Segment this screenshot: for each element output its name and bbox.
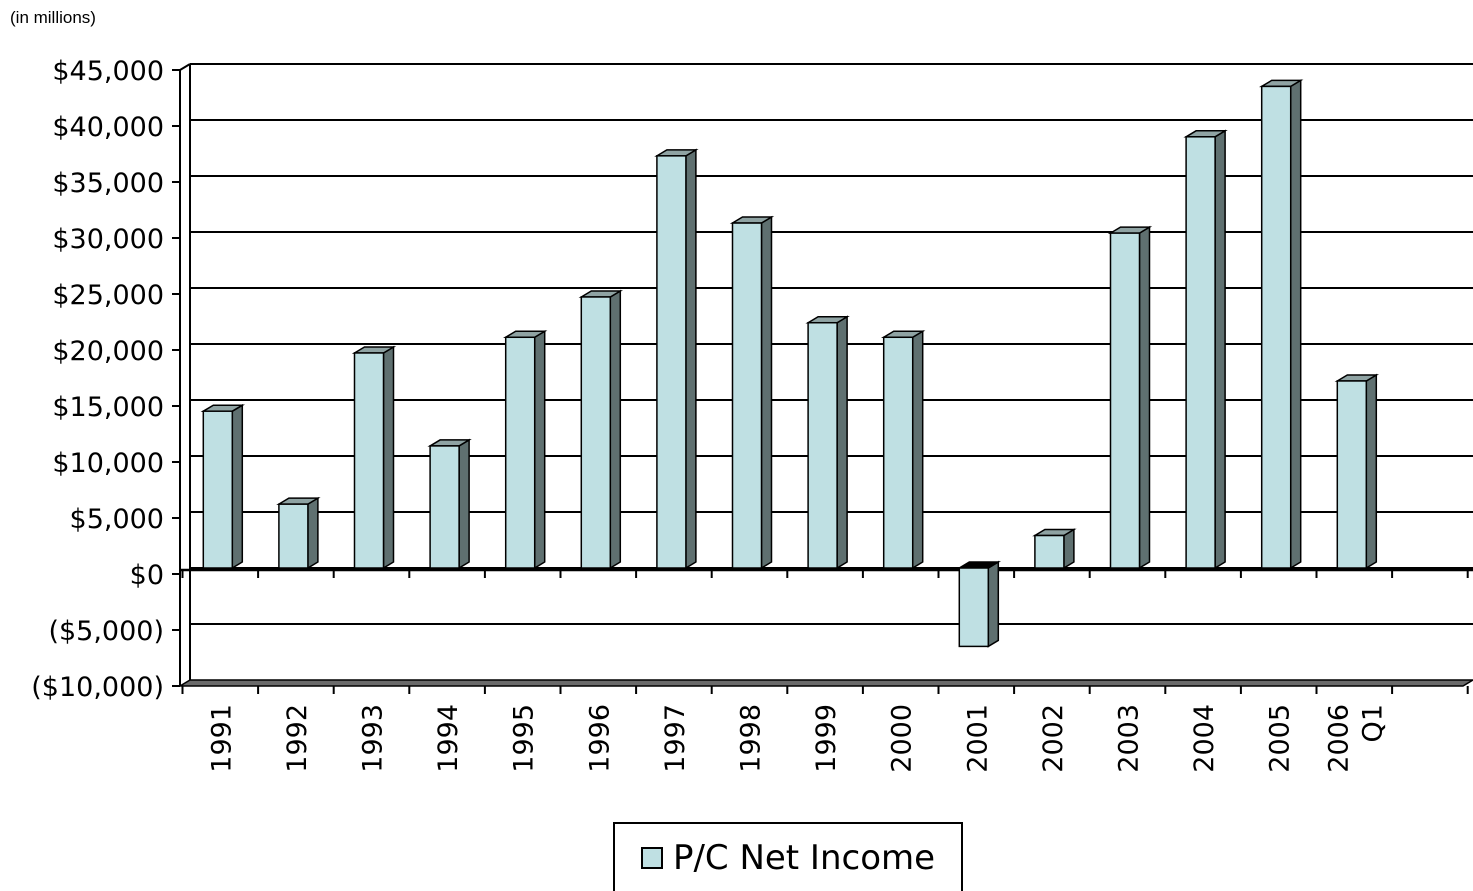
y-tick-label: $35,000: [52, 168, 164, 199]
y-tick-label: $30,000: [52, 224, 164, 255]
bar: [731, 222, 763, 569]
y-tick-label: $20,000: [52, 336, 164, 367]
bar-side: [231, 403, 244, 570]
legend-swatch: [640, 846, 663, 869]
y-tick-label: $45,000: [52, 56, 164, 87]
bar-side: [307, 496, 319, 570]
x-tick-label: Q1: [1357, 704, 1388, 742]
y-tick-label: $25,000: [52, 280, 164, 311]
bar: [1109, 232, 1141, 569]
bar-side: [458, 438, 470, 570]
bar-side: [685, 148, 697, 570]
x-tick-label: 2004: [1189, 704, 1220, 773]
bar: [202, 410, 234, 569]
x-tick-label: 2001: [962, 704, 993, 773]
bar-side: [760, 215, 773, 570]
bar-side: [533, 329, 546, 570]
x-tick-label: 1994: [433, 704, 464, 773]
legend-label: P/C Net Income: [672, 837, 936, 878]
bar: [807, 321, 838, 569]
bar-side: [382, 345, 395, 570]
bar: [504, 336, 536, 569]
bar: [429, 445, 460, 569]
y-axis-cap: [179, 63, 191, 71]
bar: [580, 296, 612, 569]
y-tick-label: $5,000: [70, 504, 164, 535]
bar-side: [1138, 225, 1151, 570]
bar: [958, 567, 990, 648]
bar: [1260, 85, 1292, 569]
x-tick-label: 1995: [509, 704, 540, 773]
bar-side: [836, 315, 848, 570]
bar-side: [911, 329, 924, 570]
bar-side: [987, 560, 1000, 648]
chart-floor: [177, 679, 1473, 687]
x-tick-label: 1997: [660, 704, 691, 773]
units-note: (in millions): [10, 8, 96, 27]
x-tick-label: 1999: [811, 704, 842, 773]
x-tick-label: 1992: [282, 704, 313, 773]
x-tick-label: 2002: [1038, 704, 1069, 773]
bar: [353, 352, 385, 569]
bar: [1034, 534, 1065, 569]
x-tick-label: 1991: [206, 704, 237, 773]
y-tick-label: ($10,000): [31, 672, 164, 703]
legend: P/C Net Income: [613, 822, 963, 891]
y-tick-label: $10,000: [52, 448, 164, 479]
x-tick-label: 2003: [1114, 704, 1145, 773]
x-tick-label: 2005: [1265, 704, 1296, 773]
bar: [1336, 380, 1368, 569]
x-tick-label: 1993: [358, 704, 389, 773]
bar: [656, 155, 687, 569]
y-tick-label: $0: [130, 560, 164, 591]
bar: [278, 503, 309, 569]
bar-side: [609, 289, 622, 570]
y-tick-label: $40,000: [52, 112, 164, 143]
y-tick-label: $15,000: [52, 392, 164, 423]
bar-side: [1289, 79, 1302, 570]
x-tick-label: 2006: [1323, 704, 1354, 773]
bar: [1185, 136, 1216, 569]
x-tick-label: 1996: [584, 704, 615, 773]
x-tick-label: 2000: [887, 704, 918, 773]
bar: [882, 336, 914, 569]
x-tick-label: 1998: [736, 704, 767, 773]
bar-side: [1214, 129, 1226, 570]
bar-side: [1365, 373, 1378, 570]
y-tick-label: ($5,000): [48, 616, 164, 647]
